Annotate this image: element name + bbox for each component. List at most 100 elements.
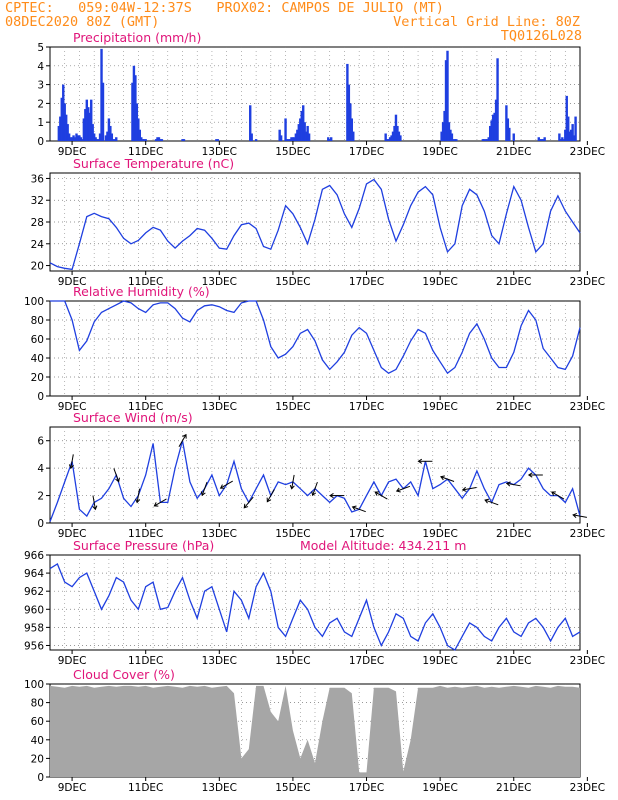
precipitation-bar <box>494 99 498 141</box>
temperature-point <box>277 229 279 231</box>
precipitation-bar <box>327 137 330 141</box>
pressure-point <box>528 622 530 624</box>
wind-point <box>167 502 169 504</box>
precipitation-bar <box>143 139 146 141</box>
wind-arrowhead <box>115 477 120 483</box>
pressure-point <box>86 572 88 574</box>
humidity-point <box>513 351 515 353</box>
pressure-point <box>292 617 294 619</box>
wind-arrowhead <box>505 481 511 487</box>
humidity-point <box>86 340 88 342</box>
precipitation-bar <box>491 114 495 141</box>
temperature-point <box>218 247 220 249</box>
precipitation-bar <box>81 139 84 141</box>
wind-arrowhead <box>311 491 317 497</box>
precipitation-bar <box>70 137 74 141</box>
pressure-ytick-label: 964 <box>24 568 44 580</box>
temperature-point <box>410 205 412 207</box>
precipitation-xtick-label: 11DEC <box>128 146 163 158</box>
temperature-point <box>417 191 419 193</box>
humidity-point <box>336 361 338 363</box>
humidity-ytick-label: 80 <box>31 315 44 327</box>
temperature-point <box>49 262 51 264</box>
wind-xtick-label: 17DEC <box>349 528 384 540</box>
temperature-point <box>498 243 500 245</box>
pressure-xtick-label: 11DEC <box>128 655 163 667</box>
precipitation-bar <box>440 131 443 141</box>
humidity-point <box>152 304 154 306</box>
precipitation-bar <box>384 133 387 141</box>
pressure-point <box>314 626 316 628</box>
pressure-ytick-label: 956 <box>24 640 44 652</box>
precipitation-bar <box>75 133 78 141</box>
humidity-point <box>557 367 559 369</box>
temperature-point <box>528 227 530 229</box>
wind-arrow <box>220 480 233 489</box>
wind-point <box>373 481 375 483</box>
wind-arrowhead <box>182 433 187 439</box>
pressure-point <box>174 590 176 592</box>
cloud-ytick-label: 100 <box>24 679 44 691</box>
wind-point <box>476 470 478 472</box>
temperature-point <box>101 216 103 218</box>
temperature-point <box>402 224 404 226</box>
precipitation-bar <box>506 118 510 141</box>
precipitation-bar <box>287 139 290 141</box>
pressure-point <box>79 577 81 579</box>
temperature-ytick-label: 28 <box>31 217 44 229</box>
temperature-point <box>211 237 213 239</box>
precipitation-bar <box>141 139 144 141</box>
pressure-point <box>285 636 287 638</box>
humidity-point <box>204 305 206 307</box>
precipitation-bar <box>562 139 566 141</box>
temperature-xtick-label: 21DEC <box>496 276 531 288</box>
humidity-point <box>248 300 250 302</box>
humidity-point <box>520 325 522 327</box>
pressure-point <box>263 572 265 574</box>
wind-point <box>461 497 463 499</box>
temperature-point <box>542 243 544 245</box>
precipitation-bar <box>159 139 162 141</box>
temperature-point <box>329 185 331 187</box>
header-date: 08DEC2020 80Z (GMT) <box>5 14 160 30</box>
humidity-point <box>505 367 507 369</box>
temperature-xtick-label: 15DEC <box>275 276 310 288</box>
humidity-point <box>491 357 493 359</box>
temperature-point <box>263 246 265 248</box>
precipitation-bar <box>565 95 568 141</box>
wind-arrow <box>201 481 208 496</box>
precipitation-bar <box>297 124 301 141</box>
pressure-xtick-label: 17DEC <box>349 655 384 667</box>
precipitation-bar <box>564 129 567 141</box>
precipitation-bar <box>396 125 399 141</box>
humidity-point <box>189 321 191 323</box>
precipitation-bar <box>134 75 137 141</box>
precipitation-bar <box>250 133 253 141</box>
humidity-point <box>137 308 139 310</box>
humidity-ytick-label: 100 <box>24 296 44 308</box>
temperature-point <box>557 195 559 197</box>
cloud-xtick-label: 9DEC <box>58 782 87 794</box>
precipitation-bar <box>216 139 220 141</box>
wind-arrow <box>243 496 254 509</box>
precipitation-bar <box>101 82 105 141</box>
precipitation-bar <box>490 120 493 141</box>
precipitation-ytick-label: 4 <box>37 61 44 73</box>
pressure-point <box>101 608 103 610</box>
cloud-title: Cloud Cover (%) <box>73 667 175 682</box>
pressure-point <box>380 645 382 647</box>
precipitation-bar <box>110 133 114 141</box>
temperature-point <box>160 229 162 231</box>
precipitation-bar <box>559 139 563 141</box>
humidity-point <box>476 323 478 325</box>
precipitation-bar <box>481 139 485 141</box>
wind-point <box>351 511 353 513</box>
wind-title: Surface Wind (m/s) <box>73 410 193 425</box>
cloud-xtick-label: 21DEC <box>496 782 531 794</box>
humidity-point <box>174 308 176 310</box>
humidity-point <box>425 332 427 334</box>
pressure-point <box>505 617 507 619</box>
precipitation-bar <box>284 118 287 141</box>
pressure-point <box>542 626 544 628</box>
humidity-point <box>542 348 544 350</box>
